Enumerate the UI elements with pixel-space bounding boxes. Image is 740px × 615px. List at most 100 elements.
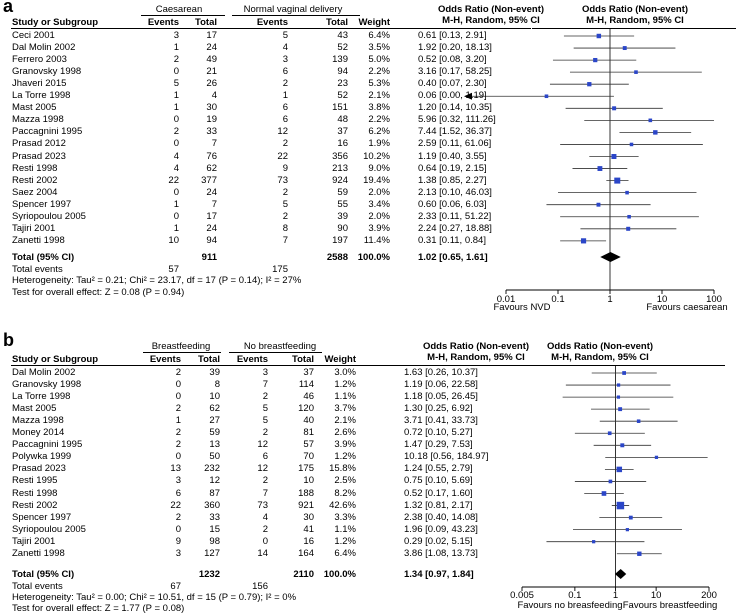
- point-estimate: [607, 431, 612, 436]
- x-axis-tick-label: 100: [706, 294, 722, 305]
- forest-plot-panel-b: b Breastfeeding No breastfeeding Odds Ra…: [0, 330, 740, 615]
- weight: 1.1%: [334, 523, 356, 535]
- overall-effect: Test for overall effect: Z = 1.77 (P = 0…: [12, 603, 185, 614]
- odds-ratio-ci: 1.92 [0.20, 18.13]: [418, 42, 492, 54]
- total1: 24: [206, 186, 217, 198]
- weight: 3.4%: [368, 198, 390, 210]
- total2: 70: [303, 451, 314, 463]
- events2-header: Events: [256, 17, 288, 28]
- total1: 911: [201, 252, 217, 263]
- total2: 57: [303, 439, 314, 451]
- total1: 7: [211, 138, 217, 150]
- total1: 17: [206, 210, 217, 222]
- events2: 8: [282, 222, 288, 234]
- point-estimate: [596, 202, 601, 207]
- total2: 139: [332, 54, 348, 66]
- point-estimate: [618, 407, 623, 412]
- odds-ratio-ci: 2.59 [0.11, 61.06]: [418, 138, 492, 150]
- odds-ratio-ci: 0.75 [0.10, 5.69]: [404, 475, 473, 487]
- odds-ratio-ci: 0.31 [0.11, 0.84]: [418, 234, 486, 246]
- odds-ratio-ci: 0.61 [0.13, 2.91]: [418, 30, 487, 41]
- point-estimate: [625, 190, 629, 195]
- events2: 2: [282, 78, 288, 90]
- events1: 9: [175, 535, 181, 547]
- total1: 98: [209, 535, 220, 547]
- total1-header: Total: [198, 354, 220, 365]
- total-weight: 100.0%: [323, 569, 356, 580]
- total2: 39: [337, 210, 348, 222]
- events1: 2: [175, 367, 181, 378]
- total2: 114: [298, 379, 314, 391]
- total2-header: Total: [292, 354, 314, 365]
- total2: 924: [332, 174, 348, 186]
- study-name: La Torre 1998: [12, 391, 71, 403]
- point-estimate: [611, 153, 617, 160]
- study-name: Mazza 1998: [12, 114, 64, 126]
- odds-ratio-ci: 2.13 [0.10, 46.03]: [418, 186, 492, 198]
- events2: 2: [262, 391, 268, 403]
- total2: 30: [303, 511, 314, 523]
- events2: 6: [282, 102, 288, 114]
- point-estimate: [620, 443, 625, 448]
- odds-ratio-ci: 1.19 [0.06, 22.58]: [404, 379, 478, 391]
- total2: 16: [303, 535, 314, 547]
- total2: 188: [298, 487, 314, 499]
- favours-right: Favours breastfeeding: [622, 600, 718, 611]
- weight: 2.1%: [334, 415, 356, 427]
- point-estimate: [622, 371, 626, 375]
- total2: 94: [337, 66, 348, 78]
- forest-plot-a: 0.01 0.1 1 10 100: [464, 29, 722, 305]
- odds-ratio-ci: 1.47 [0.29, 7.53]: [404, 439, 473, 451]
- events1: 1: [173, 102, 179, 114]
- events1: 1: [175, 415, 181, 427]
- total2: 120: [298, 403, 314, 415]
- total1: 15: [209, 523, 220, 535]
- group1-underline: [143, 352, 221, 353]
- total2: 213: [332, 162, 348, 174]
- weight: 19.4%: [363, 174, 390, 186]
- total1: 377: [201, 174, 217, 186]
- point-estimate: [654, 455, 659, 459]
- weight: 2.0%: [368, 210, 390, 222]
- weight: 1.1%: [334, 391, 356, 403]
- total2: 23: [337, 78, 348, 90]
- point-estimate: [596, 33, 602, 39]
- total1: 27: [209, 415, 220, 427]
- study-name: Resti 1995: [12, 475, 58, 487]
- total1: 33: [206, 126, 217, 138]
- weight: 11.4%: [363, 234, 390, 246]
- total1: 12: [209, 475, 220, 487]
- events1: 4: [173, 162, 179, 174]
- events-label: Total events: [12, 581, 63, 592]
- odds-ratio-ci: 2.38 [0.40, 14.08]: [404, 511, 478, 523]
- study-name: Zanetti 1998: [12, 234, 65, 246]
- events2: 2: [262, 475, 268, 487]
- events2: 5: [262, 415, 268, 427]
- total1: 360: [204, 499, 220, 511]
- favours-left: Favours no breasfeeding: [517, 600, 623, 611]
- total2: 16: [337, 138, 348, 150]
- odds-ratio-ci: 2.24 [0.27, 18.88]: [418, 222, 492, 234]
- events1-total: 57: [168, 264, 179, 275]
- plot-header: Odds Ratio (Non-event): [546, 341, 654, 352]
- events1: 0: [173, 66, 179, 78]
- x-axis-tick-label: 0.005: [510, 590, 534, 601]
- odds-ratio-ci: 1.18 [0.05, 26.45]: [404, 391, 478, 403]
- header-rule: [11, 365, 516, 366]
- events2: 6: [282, 114, 288, 126]
- events1: 2: [173, 54, 179, 66]
- events2: 2: [282, 210, 288, 222]
- total1: 87: [209, 487, 220, 499]
- events1: 10: [168, 234, 179, 246]
- total1: 33: [209, 511, 220, 523]
- total1: 76: [206, 150, 217, 162]
- x-axis-tick-label: 200: [701, 590, 717, 601]
- events1: 13: [170, 463, 181, 475]
- or-subheader: M-H, Random, 95% CI: [427, 352, 525, 363]
- events1: 5: [173, 78, 179, 90]
- weight: 2.2%: [368, 114, 390, 126]
- total2: 175: [298, 463, 314, 475]
- point-estimate: [616, 395, 621, 399]
- study-name: Dal Molin 2002: [12, 42, 76, 54]
- weight: 3.8%: [368, 102, 390, 114]
